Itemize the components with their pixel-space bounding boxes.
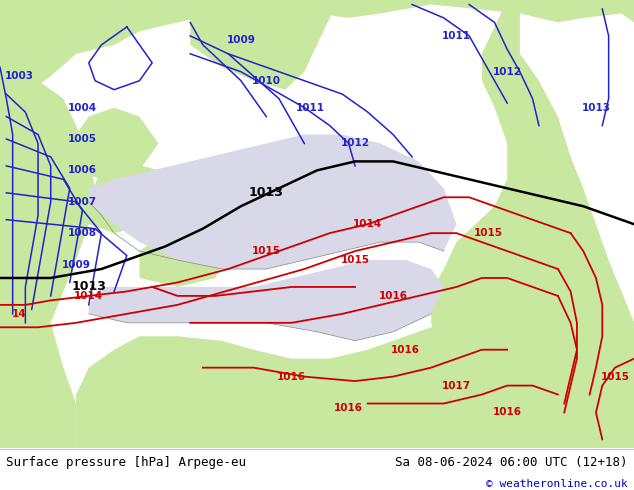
Polygon shape [431,0,634,448]
Text: 1008: 1008 [68,228,97,238]
Text: 1016: 1016 [277,371,306,382]
Polygon shape [89,260,444,341]
Text: © weatheronline.co.uk: © weatheronline.co.uk [486,479,628,489]
Polygon shape [0,0,95,448]
Polygon shape [89,135,456,269]
Text: 1016: 1016 [391,344,420,355]
Text: 1009: 1009 [226,35,256,46]
Text: 1012: 1012 [493,67,522,77]
Text: 1004: 1004 [68,102,97,113]
Text: 1006: 1006 [68,165,97,175]
Text: 14: 14 [11,309,27,319]
Text: 1014: 1014 [353,219,382,229]
Text: 1003: 1003 [4,71,34,81]
Text: 1013: 1013 [581,102,611,113]
Text: Surface pressure [hPa] Arpege-eu: Surface pressure [hPa] Arpege-eu [6,456,247,469]
Text: 1016: 1016 [378,291,408,301]
Text: 1017: 1017 [442,381,471,391]
Text: 1013: 1013 [71,280,107,294]
Text: 1005: 1005 [68,134,97,144]
Polygon shape [139,233,228,287]
Text: 1015: 1015 [600,371,630,382]
Polygon shape [89,161,178,233]
Polygon shape [0,0,634,90]
Text: Sa 08-06-2024 06:00 UTC (12+18): Sa 08-06-2024 06:00 UTC (12+18) [395,456,628,469]
Polygon shape [0,278,634,448]
Text: 1015: 1015 [340,255,370,265]
Text: 1011: 1011 [442,31,471,41]
Polygon shape [190,0,342,90]
Text: 1010: 1010 [252,75,281,86]
Polygon shape [76,108,158,179]
Text: 1009: 1009 [61,260,91,270]
Text: 1014: 1014 [74,291,103,301]
Text: 1007: 1007 [68,197,97,207]
Text: 1016: 1016 [493,408,522,417]
Text: 1015: 1015 [474,228,503,238]
Text: 1013: 1013 [249,186,284,199]
Text: 1011: 1011 [296,102,325,113]
Text: 1015: 1015 [252,246,281,256]
Text: 1016: 1016 [334,403,363,413]
Text: 1012: 1012 [340,139,370,148]
